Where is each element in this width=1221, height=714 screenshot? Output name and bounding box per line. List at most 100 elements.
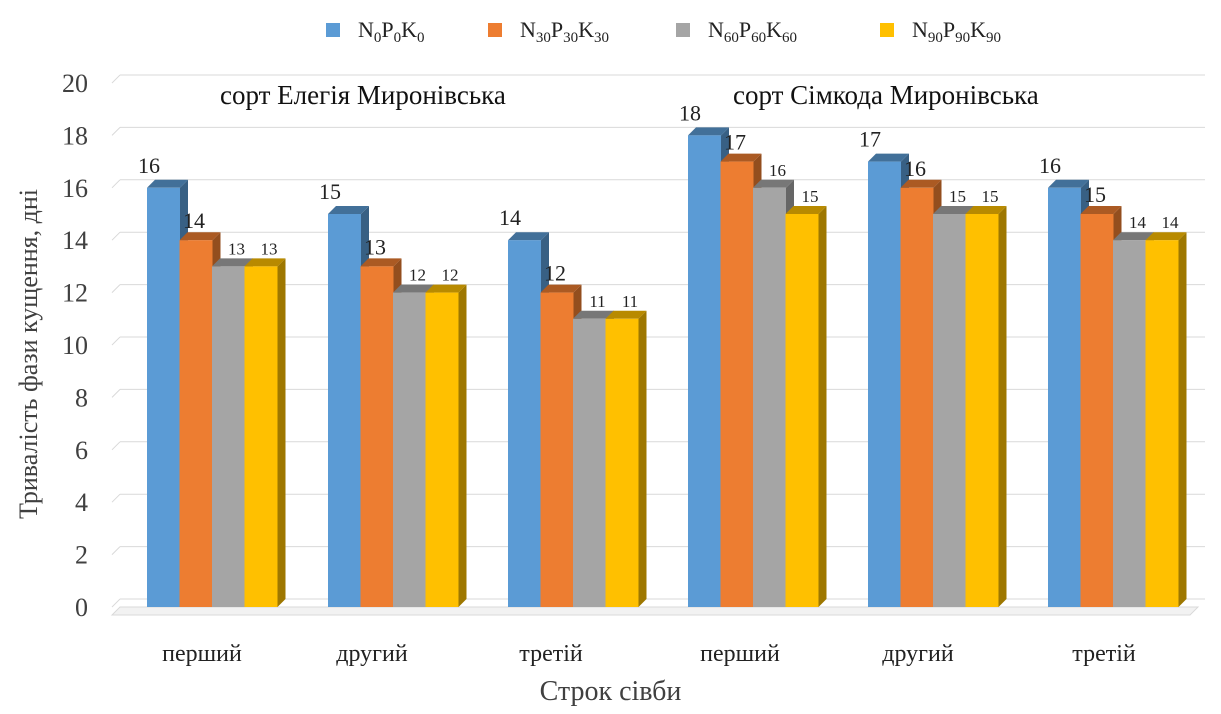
bar [179,240,213,607]
bar [688,135,721,607]
data-label: 15 [319,179,341,204]
legend-label: N0P0K0 [358,17,425,46]
bar-top [1080,206,1122,214]
bar-top [573,310,614,319]
bar-top [244,258,286,267]
data-label: 12 [409,266,426,285]
gridline-side [111,284,121,293]
bar-side [998,206,1007,607]
y-tick-label: 16 [62,174,88,203]
data-label: 14 [183,208,205,233]
bar [244,266,278,607]
legend-item-n90p90k90: N90P90K90 [880,12,1001,48]
data-label: 15 [982,187,999,206]
legend-swatch [880,23,894,37]
data-label: 17 [724,130,746,155]
data-label: 16 [769,161,786,180]
y-tick-label: 4 [75,488,88,517]
bar-top [425,284,467,293]
x-tick-label: перший [700,641,780,667]
bar-top [328,206,369,214]
legend-label: N60P60K60 [708,17,798,46]
bar [753,187,786,608]
data-label: 16 [1039,153,1061,178]
data-label: 13 [364,234,386,259]
group-title-simkoda: сорт Сімкода Миронівська [733,80,1039,110]
bar [147,187,180,608]
bar [573,318,606,607]
legend-swatch [488,23,502,37]
gridline-side [111,598,121,608]
bar-top [1113,232,1154,241]
bar-top [785,206,827,214]
data-label: 14 [499,205,521,230]
bar-top [1145,232,1187,241]
bar [212,266,245,607]
y-axis-title: Тривалість фази кущення, дні [14,188,43,520]
legend-swatch [676,23,690,37]
bar [1080,214,1114,607]
data-label: 17 [859,127,881,152]
bar [425,292,459,607]
x-tick-label: другий [336,641,408,667]
y-tick-label: 20 [62,69,88,98]
bar-top [147,179,188,188]
bar [393,292,426,607]
bar [868,161,901,607]
bar-side [818,206,827,607]
bar-top [393,284,434,293]
x-axis-title: Строк сівби [539,676,682,707]
bar [1048,187,1081,608]
data-label: 16 [138,153,160,178]
bar [965,214,999,607]
x-tick-label: другий [882,641,954,667]
gridline-side [111,493,121,503]
bar [933,214,966,607]
bar-top [720,153,762,162]
gridline-side [111,127,121,136]
gridline-side [111,546,121,555]
data-label: 13 [261,239,278,258]
bar-top [1048,179,1089,188]
bar-side [638,310,647,607]
bar-top [933,206,974,214]
bar-top [605,310,647,319]
bar-top [900,179,942,188]
data-label: 11 [589,292,605,311]
bar-top [688,127,729,136]
bar [785,214,819,607]
gridline-side [111,441,121,451]
gridline-side [111,389,121,398]
y-tick-label: 14 [62,226,88,255]
data-label: 15 [949,187,966,206]
legend-swatch [326,23,340,37]
data-label: 15 [1084,182,1106,207]
y-tick-label: 10 [62,331,88,360]
bar [1113,240,1146,607]
data-label: 15 [802,187,819,206]
bar-top [179,232,221,241]
legend-item-n0p0k0: N0P0K0 [326,12,425,48]
gridline-side [111,231,121,241]
gridline-side [111,179,121,189]
legend-label: N30P30K30 [520,17,610,46]
bar-side [458,284,467,607]
bar-top [753,179,794,188]
chart-floor [110,606,1200,616]
legend-item-n30p30k30: N30P30K30 [488,12,609,48]
y-tick-label: 8 [75,383,88,412]
data-label: 13 [228,239,245,258]
bar-top [212,258,253,267]
bar-top [540,284,582,293]
bar [328,214,361,607]
bar-top [508,232,549,241]
bar-side [277,258,286,607]
bar [720,161,754,607]
bar [605,318,639,607]
data-label: 11 [622,292,638,311]
legend-label: N90P90K90 [912,17,1002,46]
y-tick-label: 2 [75,541,88,570]
bar-top [965,206,1007,214]
data-label: 14 [1129,213,1147,232]
